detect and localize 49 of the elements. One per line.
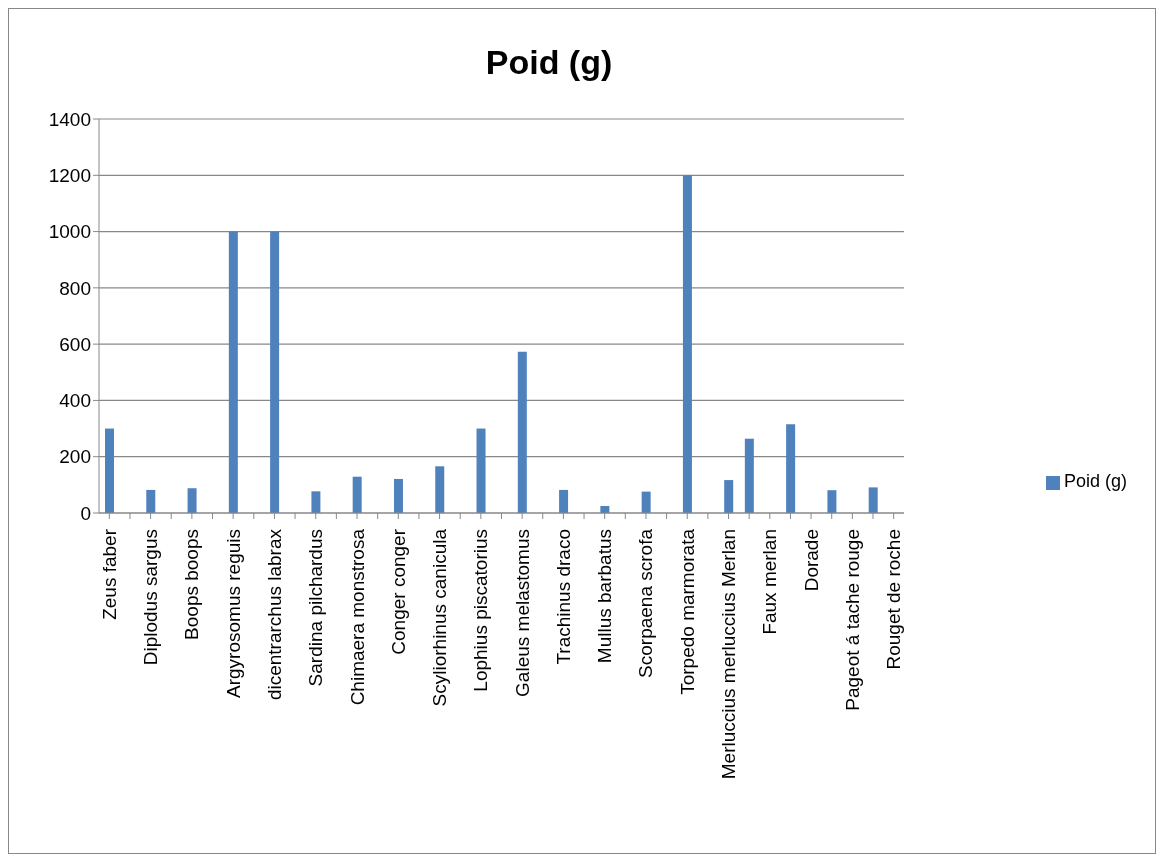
x-tick-label: Sardina pilchardus bbox=[305, 529, 327, 687]
y-tick-label: 200 bbox=[59, 446, 91, 468]
bar bbox=[435, 466, 445, 513]
bar bbox=[228, 231, 238, 513]
x-tick-label: Scorpaena scrofa bbox=[635, 528, 657, 678]
x-tick-label: Merluccius merluccius Merlan bbox=[718, 529, 740, 780]
bar bbox=[786, 424, 796, 513]
bar bbox=[682, 175, 692, 513]
y-tick-label: 400 bbox=[59, 390, 91, 412]
x-tick-label: Dorade bbox=[800, 529, 822, 592]
x-tick-label: Diplodus sargus bbox=[140, 529, 162, 666]
bar bbox=[105, 428, 114, 513]
x-tick-label: Faux merlan bbox=[759, 529, 781, 635]
legend-label: Poid (g) bbox=[1063, 471, 1127, 491]
bar bbox=[270, 231, 280, 513]
x-tick-label: Zeus faber bbox=[98, 528, 120, 620]
x-tick-label: Torpedo marmorata bbox=[676, 528, 698, 695]
y-tick-label: 1000 bbox=[48, 221, 91, 243]
bar bbox=[559, 489, 569, 513]
bar bbox=[724, 480, 734, 513]
x-tick-label: Lophius piscatorius bbox=[470, 529, 492, 692]
y-tick-label: 0 bbox=[80, 502, 91, 524]
x-tick-label: Galeus melastomus bbox=[511, 529, 533, 697]
bar bbox=[352, 476, 362, 513]
x-tick-label: Conger conger bbox=[387, 528, 409, 655]
x-tick-label: Scyliorhinus canicula bbox=[429, 528, 451, 707]
bar bbox=[311, 491, 321, 513]
x-tick-label: Chimaera monstrosa bbox=[346, 528, 368, 706]
y-tick-label: 600 bbox=[59, 333, 91, 355]
bar bbox=[744, 438, 754, 513]
bar bbox=[517, 351, 527, 513]
x-tick-label: Pageot á tache rouge bbox=[841, 529, 863, 711]
x-tick-label: dicentrarchus labrax bbox=[263, 528, 285, 701]
y-tick-label: 1200 bbox=[48, 165, 91, 187]
x-tick-label: Mullus barbatus bbox=[594, 529, 616, 664]
chart-title: Poid (g) bbox=[484, 43, 614, 82]
x-tick-label: Boops boops bbox=[181, 529, 203, 640]
y-tick-label: 800 bbox=[59, 277, 91, 299]
bar bbox=[476, 428, 486, 513]
bar bbox=[827, 490, 837, 513]
x-tick-label: Trachinus draco bbox=[552, 529, 574, 665]
bar bbox=[868, 487, 878, 513]
bar bbox=[641, 491, 651, 513]
bar bbox=[393, 478, 403, 513]
bar bbox=[146, 489, 156, 513]
bar bbox=[187, 488, 197, 513]
x-tick-label: Rouget de roche bbox=[883, 529, 905, 670]
x-tick-label: Argyrosomus reguis bbox=[222, 529, 244, 698]
y-tick-label: 1400 bbox=[48, 108, 91, 130]
